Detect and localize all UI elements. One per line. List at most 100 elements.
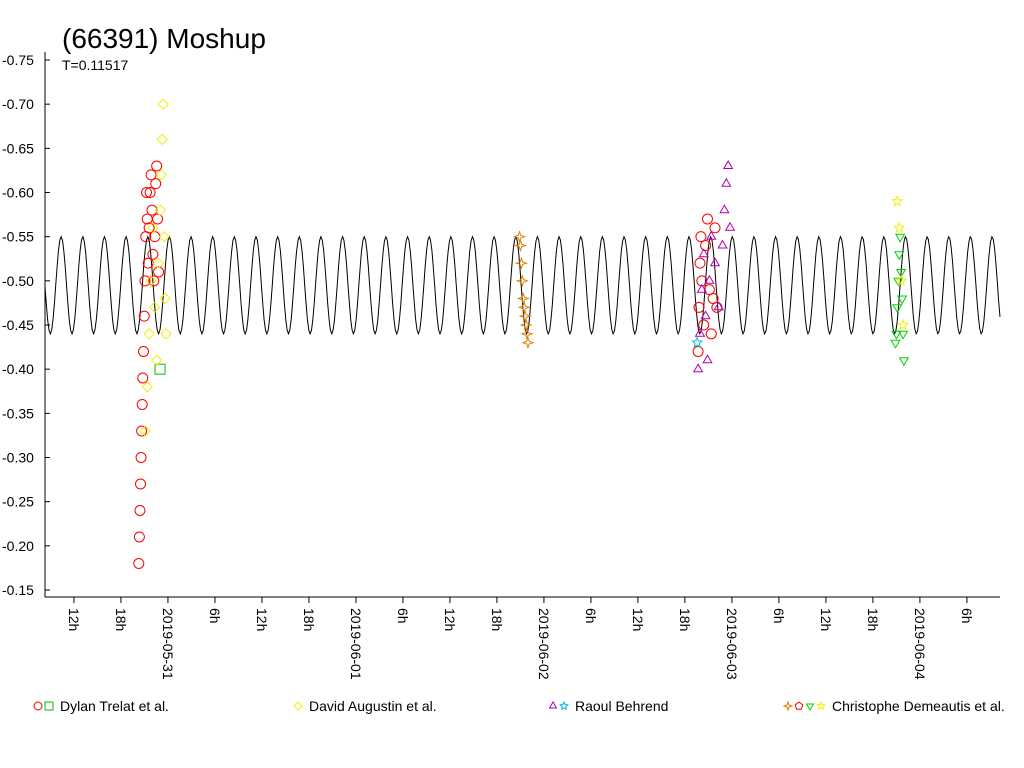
data-point	[141, 187, 153, 198]
data-point	[139, 275, 151, 287]
y-tick-label: -0.30	[2, 450, 34, 466]
data-point	[143, 222, 155, 234]
y-tick-label: -0.35	[2, 405, 34, 421]
data-point	[147, 248, 159, 260]
data-point	[705, 328, 717, 340]
legend-symbol	[559, 700, 569, 711]
data-point	[143, 328, 155, 340]
data-point	[709, 257, 721, 267]
x-tick-label: 6h	[771, 608, 787, 624]
y-tick-label: -0.70	[2, 96, 34, 112]
x-tick-label: 18h	[301, 608, 317, 631]
legend-symbol	[816, 700, 826, 711]
data-point	[149, 231, 161, 243]
data-point	[150, 354, 163, 367]
data-point	[516, 291, 530, 306]
x-tick-label: 2019-06-03	[724, 608, 740, 680]
data-point	[152, 257, 165, 269]
y-tick-label: -0.55	[2, 229, 34, 245]
legend-symbol	[33, 701, 43, 711]
data-point	[155, 169, 168, 181]
data-point	[513, 238, 528, 253]
x-tick-label: 2019-06-01	[348, 608, 364, 680]
legend-label: Dylan Trelat et al.	[60, 698, 169, 714]
y-tick-label: -0.75	[2, 52, 34, 68]
data-point	[518, 309, 532, 323]
data-point	[151, 160, 163, 172]
x-tick-label: 12h	[630, 608, 646, 631]
x-tick-label: 18h	[489, 608, 505, 631]
x-tick-label: 12h	[66, 608, 82, 631]
x-tick-label: 18h	[677, 608, 693, 631]
legend-symbol	[805, 703, 815, 711]
data-point	[141, 381, 154, 393]
data-point	[893, 221, 906, 233]
data-point	[160, 328, 172, 340]
data-point	[704, 274, 715, 284]
data-point	[512, 230, 527, 244]
data-point	[895, 274, 908, 286]
y-tick-label: -0.20	[2, 538, 34, 554]
data-point	[893, 277, 904, 287]
x-tick-label: 12h	[818, 608, 834, 631]
data-point	[517, 300, 531, 314]
data-point	[153, 266, 165, 278]
data-point	[148, 275, 160, 287]
data-point	[700, 310, 711, 320]
data-point	[139, 425, 152, 437]
data-point	[898, 357, 910, 367]
y-tick-label: -0.25	[2, 494, 34, 510]
data-point	[146, 204, 158, 216]
x-tick-label: 2019-05-31	[160, 608, 176, 680]
y-tick-label: -0.60	[2, 185, 34, 201]
data-point	[138, 346, 150, 357]
x-tick-label: 6h	[207, 608, 223, 624]
y-tick-label: -0.40	[2, 361, 34, 377]
data-point	[135, 478, 146, 490]
data-point	[147, 222, 159, 234]
data-point	[133, 558, 145, 569]
data-point	[713, 301, 724, 311]
data-point	[698, 319, 710, 331]
data-point	[515, 274, 529, 288]
data-point	[892, 304, 903, 314]
data-point	[721, 177, 732, 187]
data-point	[692, 363, 704, 373]
data-point	[514, 256, 529, 270]
data-point	[520, 327, 534, 341]
data-point	[152, 213, 164, 225]
data-point	[700, 240, 712, 251]
data-point	[717, 239, 728, 249]
legend-label: Christophe Demeautis et al.	[832, 698, 1005, 714]
x-tick-label: 2019-06-02	[536, 608, 552, 680]
data-point	[724, 221, 736, 231]
data-point	[706, 230, 717, 240]
legend-symbol	[293, 701, 303, 711]
data-point	[154, 363, 166, 375]
data-point	[719, 204, 730, 214]
data-point	[137, 372, 149, 384]
data-point	[691, 336, 704, 348]
legend-label: Raoul Behrend	[575, 698, 668, 714]
x-tick-label: 18h	[113, 608, 129, 631]
data-point	[891, 195, 904, 207]
y-tick-label: -0.50	[2, 273, 34, 289]
data-point	[149, 301, 161, 314]
data-point	[695, 231, 707, 243]
x-tick-label: 12h	[254, 608, 270, 631]
data-point	[133, 531, 145, 543]
x-tick-label: 12h	[442, 608, 458, 631]
legend-symbol	[782, 700, 794, 712]
data-point	[694, 257, 706, 269]
data-point	[145, 275, 157, 287]
data-point	[138, 310, 150, 322]
chart-title: (66391) Moshup	[62, 23, 266, 54]
legend-label: David Augustin et al.	[309, 698, 437, 714]
data-point	[701, 213, 713, 225]
data-point	[694, 327, 706, 337]
x-tick-label: 18h	[865, 608, 881, 631]
data-point	[722, 160, 734, 169]
x-tick-label: 6h	[395, 608, 411, 624]
legend-symbol	[548, 701, 558, 709]
